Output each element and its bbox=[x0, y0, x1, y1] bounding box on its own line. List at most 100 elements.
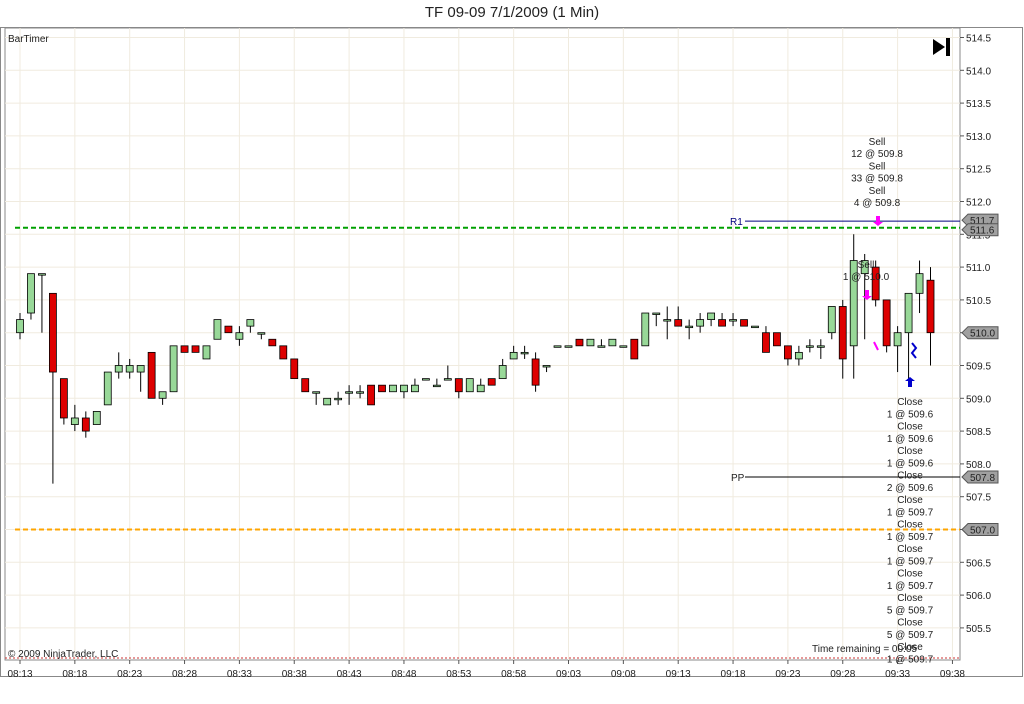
green-price-tag-text: 511.6 bbox=[970, 226, 995, 237]
candle bbox=[49, 292, 57, 484]
close-annotation-line: 1 @ 509.6 bbox=[887, 434, 934, 445]
candle bbox=[531, 352, 540, 392]
x-tick-label: 08:58 bbox=[501, 669, 526, 680]
candle bbox=[509, 345, 518, 360]
candle bbox=[487, 378, 496, 386]
copyright: © 2009 NinjaTrader, LLC bbox=[8, 649, 118, 660]
y-tick-label: 508.5 bbox=[966, 427, 991, 438]
candle-body bbox=[389, 384, 397, 393]
candle-body bbox=[740, 319, 748, 327]
y-tick-label: 513.5 bbox=[966, 99, 991, 110]
candle bbox=[180, 345, 189, 353]
candle-body bbox=[400, 384, 408, 393]
candle bbox=[773, 332, 781, 347]
candle bbox=[323, 397, 332, 406]
candle bbox=[389, 384, 397, 393]
skip-to-end-icon[interactable] bbox=[933, 38, 950, 56]
candle-body bbox=[103, 371, 112, 406]
candle-body bbox=[805, 345, 814, 348]
candle-body bbox=[268, 338, 277, 347]
sell-annotation-line: 4 @ 509.8 bbox=[854, 198, 901, 209]
candle-body bbox=[465, 378, 474, 393]
candle bbox=[432, 378, 441, 388]
candle-body bbox=[443, 378, 452, 381]
indicator-label: BarTimer bbox=[8, 34, 49, 45]
orange-price-tag: 507.0 bbox=[961, 523, 999, 537]
close-annotation-line: 1 @ 509.7 bbox=[887, 654, 934, 665]
candle-body bbox=[290, 358, 299, 380]
candle-body bbox=[454, 378, 463, 393]
y-tick-label: 514.0 bbox=[966, 66, 991, 77]
candle-body bbox=[751, 325, 759, 329]
buy-arrow bbox=[905, 377, 915, 387]
pp-label: PP bbox=[731, 473, 745, 484]
candle-body bbox=[762, 332, 770, 353]
candle bbox=[235, 326, 244, 346]
close-annotation-line: Close bbox=[897, 495, 923, 506]
last-price-tag: 510.0 bbox=[961, 326, 999, 340]
candle bbox=[674, 306, 683, 327]
candle bbox=[301, 378, 310, 393]
candle-body bbox=[476, 384, 485, 393]
candle bbox=[740, 319, 748, 327]
candle bbox=[70, 404, 79, 432]
sell-annotation-line: 1 @ 510.0 bbox=[843, 272, 890, 283]
close-annotation-line: Close bbox=[897, 569, 923, 580]
candle bbox=[707, 312, 716, 327]
candle bbox=[575, 338, 584, 347]
close-annotation-line: 1 @ 509.6 bbox=[887, 409, 934, 420]
candle-body bbox=[630, 338, 639, 360]
candle-body bbox=[641, 312, 650, 347]
close-annotation-line: Close bbox=[897, 642, 923, 653]
close-annotation-line: Close bbox=[897, 544, 923, 555]
candle bbox=[443, 365, 452, 381]
x-tick-label: 08:33 bbox=[227, 669, 252, 680]
plot-frame bbox=[4, 27, 961, 661]
close-annotation-line: 2 @ 509.6 bbox=[887, 483, 934, 494]
close-annotation-line: 1 @ 509.7 bbox=[887, 581, 934, 592]
candle bbox=[553, 345, 562, 348]
close-annotation-line: 1 @ 509.7 bbox=[887, 507, 934, 518]
candle bbox=[476, 378, 485, 393]
close-annotation-line: Close bbox=[897, 618, 923, 629]
candle-body bbox=[301, 378, 310, 393]
candle bbox=[641, 312, 650, 347]
candle bbox=[290, 358, 299, 380]
candle bbox=[784, 345, 792, 366]
x-tick-label: 09:03 bbox=[556, 669, 581, 680]
candle-body bbox=[838, 306, 847, 360]
x-tick-label: 09:08 bbox=[611, 669, 636, 680]
candle bbox=[147, 351, 156, 399]
y-tick-label: 510.5 bbox=[966, 296, 991, 307]
candle-body bbox=[926, 279, 935, 334]
candle bbox=[334, 391, 343, 405]
sell-annotation-line: Sell bbox=[869, 137, 886, 148]
candle bbox=[257, 332, 266, 340]
candle-body bbox=[849, 260, 858, 347]
candle bbox=[158, 391, 167, 405]
candle-body bbox=[27, 273, 35, 314]
candle bbox=[498, 358, 507, 380]
close-annotation-line: 1 @ 509.7 bbox=[887, 532, 934, 543]
sell-annotation-line: 33 @ 509.8 bbox=[851, 174, 903, 185]
candle-body bbox=[564, 345, 573, 348]
close-annotation-line: Close bbox=[897, 422, 923, 433]
x-tick-label: 09:33 bbox=[885, 669, 910, 680]
candle bbox=[542, 365, 551, 373]
candle-body bbox=[59, 378, 68, 419]
candle bbox=[38, 273, 46, 333]
candle-body bbox=[125, 365, 134, 373]
candle bbox=[367, 384, 375, 406]
x-tick-label: 08:38 bbox=[282, 669, 307, 680]
candle-body bbox=[707, 312, 716, 320]
sell-annotation-line: Sell bbox=[858, 260, 875, 271]
candle-body bbox=[816, 345, 825, 348]
y-tick-label: 506.0 bbox=[966, 591, 991, 602]
candle-body bbox=[487, 378, 496, 386]
candle bbox=[816, 339, 825, 359]
candle-body bbox=[652, 312, 661, 315]
y-axis: 514.5514.0513.5513.0512.5512.0511.5511.0… bbox=[960, 34, 999, 635]
candle-body bbox=[619, 345, 628, 348]
